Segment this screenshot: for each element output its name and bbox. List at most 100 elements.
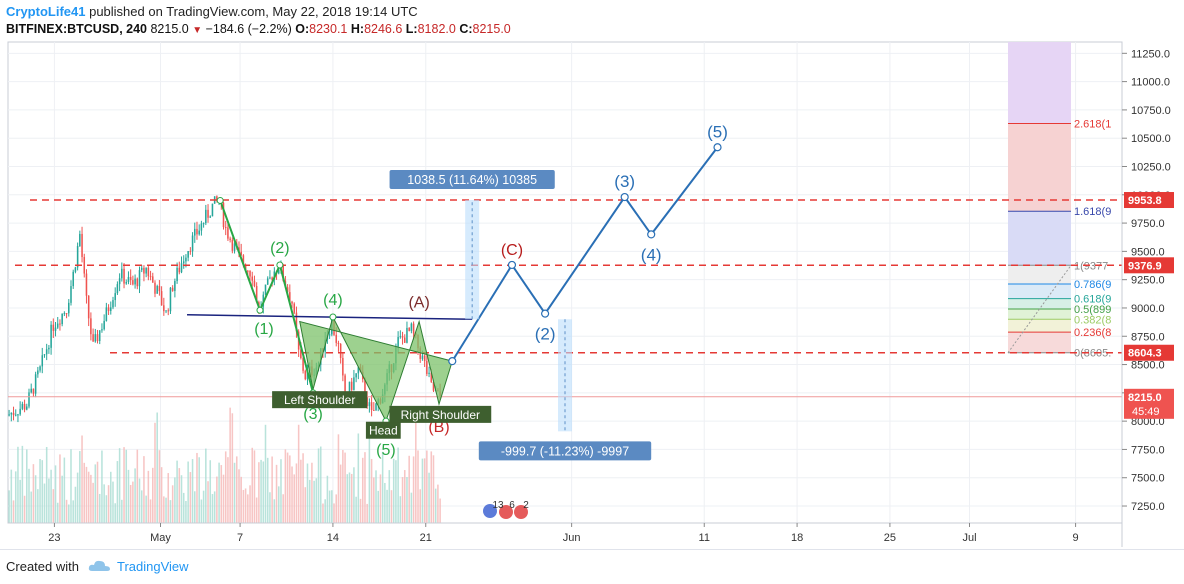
candle-body — [233, 243, 236, 251]
fib-zone-3 — [1008, 298, 1071, 309]
fib-level-label: 0(8605. — [1074, 348, 1111, 360]
candle-body — [364, 379, 366, 398]
fib-level-label: 0.618(9 — [1074, 294, 1111, 306]
candle-body — [65, 313, 68, 315]
candle-body — [101, 329, 103, 331]
open-value: 8230.1 — [309, 22, 348, 36]
fib-zone-top — [1008, 42, 1071, 124]
candle-body — [171, 287, 174, 291]
volume-bar — [315, 478, 318, 523]
volume-bar — [386, 489, 388, 523]
candle-body — [421, 355, 424, 359]
volume-bar — [98, 493, 101, 523]
close-key: C: — [459, 22, 473, 36]
volume-bar — [366, 503, 368, 523]
volume-bar — [289, 455, 291, 523]
candle-body — [114, 293, 116, 301]
candle-body — [87, 295, 90, 319]
volume-bar — [275, 464, 278, 523]
projected-wave-path — [451, 146, 719, 362]
candle-body — [140, 267, 143, 271]
level-price-tag-text: 9953.8 — [1128, 195, 1162, 207]
projection-label-box — [389, 170, 555, 190]
wave-point — [507, 260, 517, 270]
time-tick-label: 9 — [1073, 532, 1079, 544]
volume-bar — [76, 472, 79, 523]
volume-bar — [182, 492, 185, 523]
candle-body — [293, 303, 296, 313]
candle-body — [406, 327, 408, 343]
volume-bar — [12, 500, 15, 523]
candle-body — [426, 360, 428, 374]
volume-bar — [163, 496, 165, 523]
volume-bar — [388, 470, 391, 523]
symbol-label[interactable]: BITFINEX:BTCUSD, 240 — [6, 22, 147, 36]
volume-bar — [421, 458, 424, 523]
volume-bar — [156, 412, 158, 523]
candle-body — [174, 281, 176, 291]
green-wave-label: (2) — [270, 240, 290, 257]
last-price-tag: 8215.0 45:49 — [1124, 388, 1174, 419]
projected-wave-label: (5) — [707, 122, 728, 141]
volume-bar — [437, 484, 439, 523]
volume-bar — [81, 435, 83, 523]
volume-bar — [17, 446, 19, 523]
publisher-name[interactable]: CryptoLife41 — [6, 4, 86, 19]
candle-body — [79, 233, 81, 247]
candle-body — [72, 271, 74, 287]
candle-body — [156, 286, 158, 294]
volume-bar — [21, 445, 24, 523]
candle-body — [419, 348, 421, 359]
volume-bar — [397, 447, 399, 523]
candle-body — [224, 227, 227, 229]
volume-bar — [160, 467, 163, 523]
level-price-tag-text: 9376.9 — [1128, 260, 1162, 272]
last-price: 8215.0 — [150, 22, 189, 36]
volume-bar — [222, 474, 225, 523]
candle-body — [229, 238, 231, 240]
candle-body — [251, 276, 254, 281]
tradingview-link[interactable]: TradingView — [117, 559, 189, 574]
tradingview-cloud-icon — [88, 560, 110, 571]
event-count: 2 — [523, 500, 529, 511]
wave-point — [329, 313, 337, 321]
level-price-tag-text: 8604.3 — [1128, 348, 1162, 360]
volume-bar — [319, 446, 322, 523]
volume-bar — [74, 486, 77, 523]
candle-body — [23, 403, 26, 410]
last-price-tag-text: 8215.0 — [1128, 392, 1162, 404]
candle-body — [154, 282, 156, 294]
candle-body — [169, 287, 172, 312]
level-price-tag-bg — [1124, 344, 1174, 361]
candle-body — [96, 334, 99, 342]
low-key: L: — [405, 22, 418, 36]
price-tick-label: 7250.0 — [1131, 501, 1165, 513]
wave-point — [647, 230, 656, 239]
volume-bar — [370, 458, 373, 523]
candle-body — [116, 284, 119, 294]
volume-bar — [375, 470, 377, 523]
volume-bar — [8, 490, 10, 523]
volume-bar — [132, 481, 134, 523]
volume-bar — [350, 473, 353, 523]
volume-bar — [118, 448, 121, 523]
volume-bar — [112, 481, 114, 523]
time-tick-label: Jun — [563, 532, 581, 544]
volume-bar — [145, 495, 147, 523]
volume-bar — [426, 450, 428, 523]
time-tick-label: Jul — [962, 532, 976, 544]
volume-bar — [291, 466, 293, 523]
candle-body — [143, 267, 145, 274]
candle-body — [357, 367, 360, 374]
volume-bar — [165, 497, 167, 523]
candle-body — [61, 313, 63, 325]
volume-bar — [200, 499, 203, 523]
candle-body — [209, 216, 212, 218]
volume-bar — [247, 494, 249, 523]
event-count: 13 — [492, 500, 504, 511]
candle-body — [289, 292, 291, 302]
volume-bar — [79, 451, 81, 523]
candle-body — [342, 357, 344, 376]
level-price-tag-bg — [1124, 192, 1174, 209]
